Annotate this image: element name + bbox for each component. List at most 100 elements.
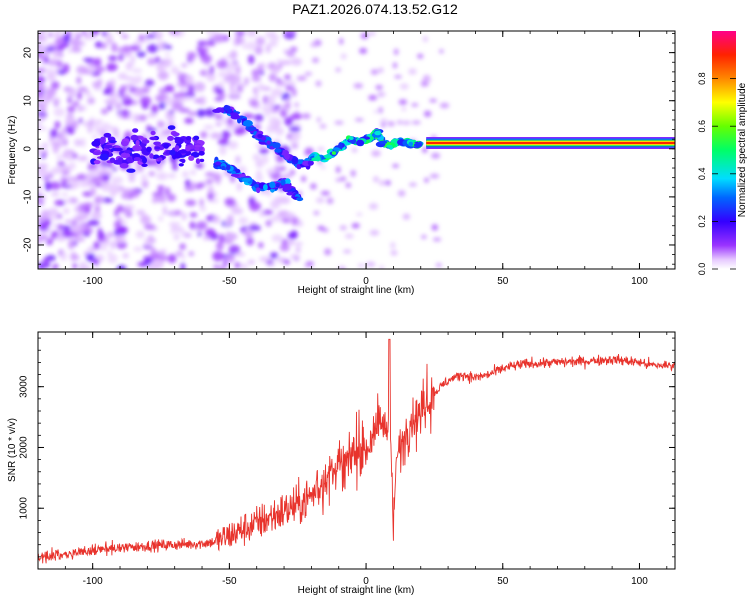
heatmap-blob <box>260 154 269 165</box>
heatmap-blob <box>392 62 398 69</box>
heatmap-blob <box>57 161 66 167</box>
heatmap-blob <box>274 164 279 173</box>
heatmap-blob <box>131 76 141 86</box>
heatmap-blob <box>107 253 118 264</box>
heatmap-blob <box>353 83 364 89</box>
heatmap-blob <box>46 238 53 246</box>
colorbar-gradient <box>712 31 736 269</box>
heatmap-blob <box>132 89 144 97</box>
heatmap-blob <box>93 260 98 266</box>
heatmap-blob <box>290 113 302 120</box>
heatmap-blob <box>225 255 235 264</box>
heatmap-blob <box>424 177 429 183</box>
heatmap-blob <box>168 31 180 36</box>
heatmap-blob <box>401 107 407 111</box>
heatmap-blob <box>200 54 212 64</box>
heatmap-blob <box>115 93 121 99</box>
heatmap-blob <box>294 102 299 108</box>
heatmap-blob <box>121 141 129 147</box>
heatmap-blob <box>249 100 259 108</box>
heatmap-blob <box>116 265 127 269</box>
heatmap-blob <box>71 223 80 233</box>
heatmap-blob <box>185 145 191 152</box>
heatmap-blob <box>253 86 258 95</box>
heatmap-blob <box>157 70 169 81</box>
heatmap-blob <box>38 76 46 84</box>
heatmap-blob <box>247 126 256 131</box>
heatmap-blob <box>281 238 289 246</box>
heatmap-blob <box>235 65 241 75</box>
heatmap-blob <box>387 121 395 127</box>
heatmap-blob <box>132 144 142 152</box>
heatmap-blob <box>147 43 159 53</box>
heatmap-blob <box>253 183 260 188</box>
heatmap-blob <box>313 210 320 216</box>
heatmap-blob <box>87 126 93 134</box>
heatmap-blob <box>82 202 94 207</box>
heatmap-blob <box>210 132 222 139</box>
heatmap-blob <box>368 203 379 210</box>
heatmap-blob <box>81 31 88 35</box>
heatmap-blob <box>199 205 207 212</box>
heatmap-blob <box>185 76 194 84</box>
heatmap-blob <box>107 32 113 40</box>
heatmap-blob <box>272 142 281 149</box>
heatmap-blob <box>76 91 83 100</box>
heatmap-blob <box>120 85 127 93</box>
heatmap-blob <box>377 67 384 73</box>
heatmap-blob <box>150 130 156 136</box>
heatmap-blob <box>373 110 379 114</box>
heatmap-blob <box>289 169 296 176</box>
colorbar: 0.0 0.2 0.4 0.6 0.8 Normalized spectral ampl… <box>697 31 748 275</box>
heatmap-blob <box>197 231 202 237</box>
heatmap-blob <box>87 66 96 73</box>
heatmap-blob <box>167 135 175 141</box>
heatmap-blob <box>381 122 386 128</box>
heatmap-blob <box>324 248 332 256</box>
heatmap-blob <box>157 185 165 191</box>
colorbar-label: Normalized spectral amplitude <box>737 82 748 217</box>
heatmap-blob <box>129 45 141 51</box>
heatmap-blob <box>144 79 155 87</box>
snr-panel: -100 -50 0 50 100 1000 2000 3000 Height of str… <box>7 331 676 596</box>
x-tick-label: -100 <box>83 576 103 587</box>
heatmap-blob <box>408 182 417 187</box>
heatmap-blob <box>252 153 260 161</box>
heatmap-blob <box>265 220 272 227</box>
heatmap-blob <box>140 215 152 225</box>
heatmap-blob <box>73 255 80 260</box>
heatmap-blob <box>55 165 63 172</box>
heatmap-blob <box>60 225 72 231</box>
heatmap-blob <box>171 102 184 111</box>
heatmap-blob <box>149 136 158 141</box>
heatmap-blob <box>188 251 195 256</box>
heatmap-blob <box>269 181 276 189</box>
heatmap-blob <box>133 157 141 161</box>
heatmap-blob <box>375 85 383 90</box>
heatmap-blob <box>268 116 280 127</box>
heatmap-blob <box>177 71 183 77</box>
heatmap-blob <box>187 111 198 116</box>
heatmap-blob <box>97 227 103 238</box>
heatmap-blob <box>392 164 399 168</box>
heatmap-blob <box>104 88 112 95</box>
y-tick-label: 1000 <box>19 497 30 520</box>
heatmap-blob <box>413 142 423 148</box>
heatmap-blob <box>217 138 230 146</box>
heatmap-blob <box>240 36 246 45</box>
heatmap-blob <box>40 163 46 174</box>
heatmap-blob <box>199 158 205 163</box>
heatmap-blob <box>196 221 208 230</box>
heatmap-blob <box>77 105 83 112</box>
heatmap-blob <box>226 235 238 240</box>
heatmap-blob <box>439 102 450 109</box>
heatmap-blob <box>71 179 80 189</box>
heatmap-blob <box>42 142 49 148</box>
heatmap-blob <box>285 31 297 34</box>
heatmap-blob <box>127 61 135 68</box>
heatmap-blob <box>53 263 59 269</box>
heatmap-blob <box>335 166 341 174</box>
heatmap-blob <box>188 84 194 95</box>
heatmap-blob <box>61 192 68 197</box>
heatmap-blob <box>268 73 277 82</box>
